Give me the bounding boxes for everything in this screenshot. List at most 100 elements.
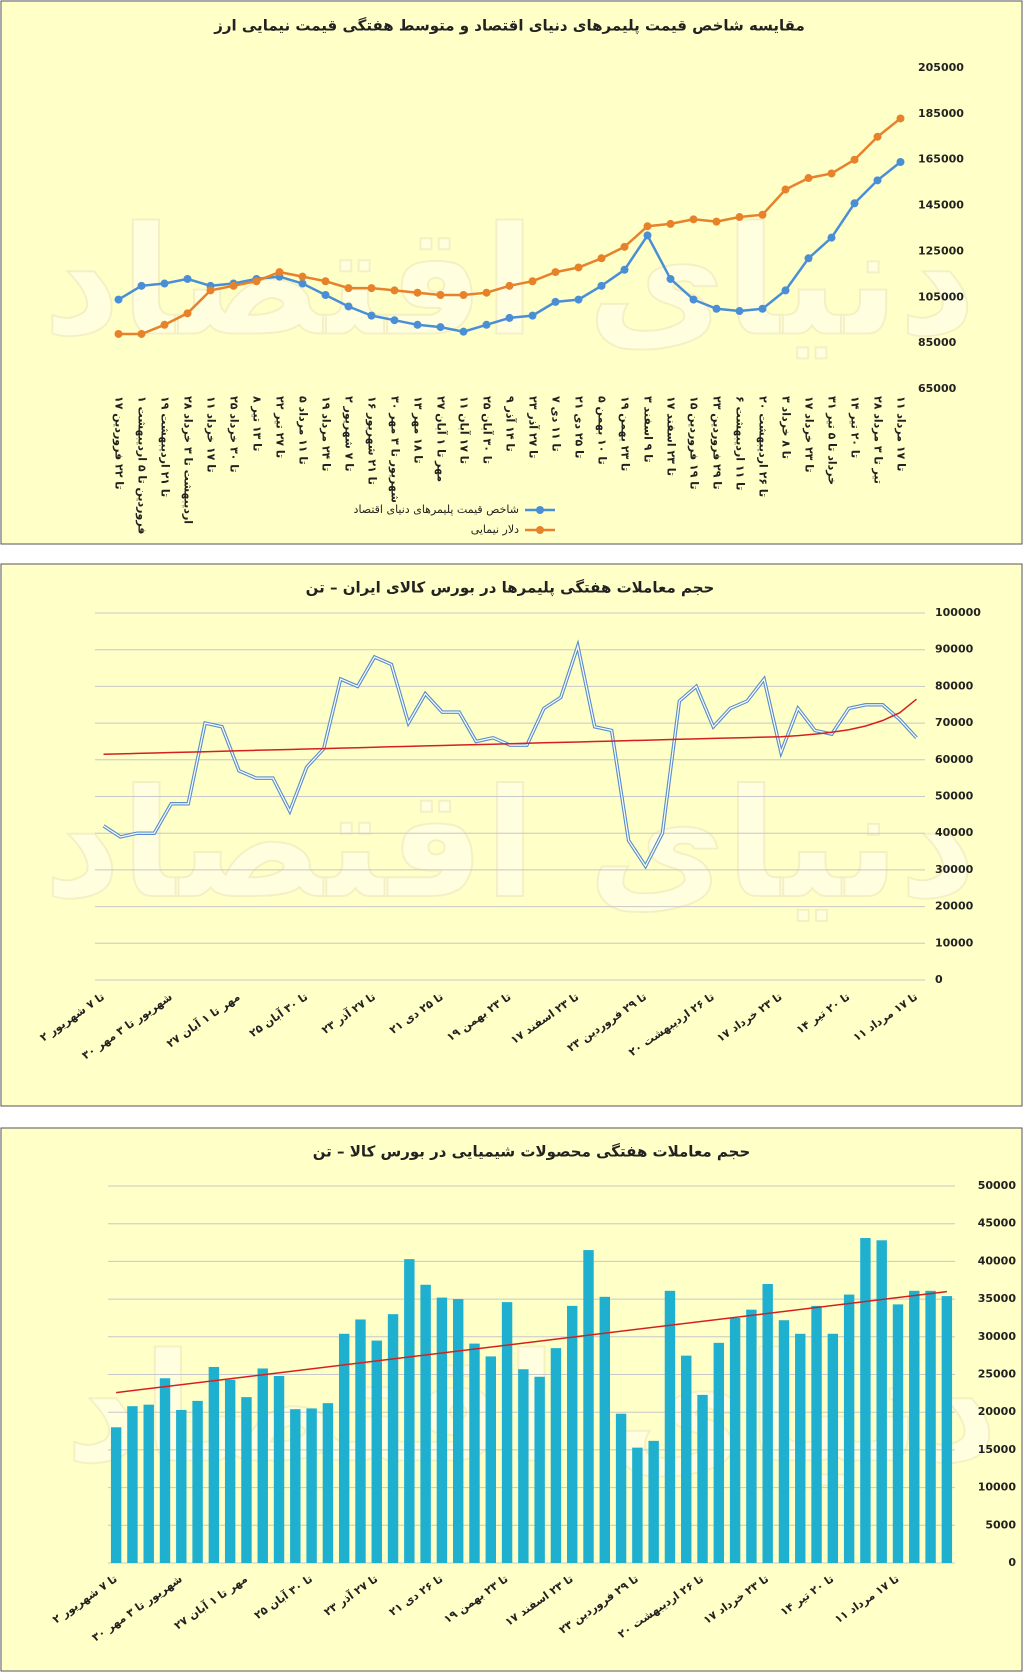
bar [518, 1369, 529, 1563]
y-tick-label: 5000 [985, 1518, 1016, 1531]
x-tick-label: ۱۳ تا ۱۸ مهر [412, 396, 425, 464]
x-tick-label: ۱۹ تا ۲۱ اردیبهشت [159, 396, 172, 497]
x-tick-label: ۳۰ شهریور تا ۳ مهر [389, 396, 402, 503]
x-tick-label: ۳ تا ۸ خرداد [780, 396, 793, 459]
series-line [103, 643, 917, 868]
point [528, 311, 537, 320]
point [597, 281, 606, 290]
point [344, 302, 353, 311]
bar [599, 1296, 611, 1563]
bar [876, 1240, 887, 1563]
point [666, 274, 675, 283]
bar [436, 1297, 448, 1563]
point [505, 313, 514, 322]
bar [501, 1302, 513, 1563]
y-tick-label: 30000 [978, 1330, 1017, 1343]
point [321, 277, 330, 286]
bar [925, 1290, 936, 1563]
point [459, 327, 468, 336]
x-tick-label: ۱۹ تا ۲۳ بهمن [619, 396, 632, 471]
bar [811, 1305, 822, 1563]
point [413, 320, 422, 329]
point [620, 265, 629, 274]
bar [371, 1340, 382, 1563]
point [666, 219, 675, 228]
bar [208, 1366, 220, 1563]
point [344, 284, 353, 293]
x-tick-label: ۲۰ تا ۲۶ اردیبهشت [757, 396, 770, 497]
y-tick-label: 15000 [978, 1443, 1017, 1456]
x-tick-label: ۸ تا ۱۳ تیر [251, 396, 264, 451]
bar [550, 1348, 562, 1563]
x-tick-label: ۲ تا ۷ شهریور [343, 396, 356, 471]
point [436, 290, 445, 299]
x-tick-label: ۲۷ مهر تا ۱ آبان [435, 396, 449, 482]
y-tick-label: 65000 [918, 382, 957, 395]
point [804, 254, 813, 263]
x-tick-label: ۱ فروردین تا ۵ اردیبهشت [136, 396, 149, 534]
x-tick-label: ۲۵ تا ۳۰ آبان [481, 396, 495, 464]
chart-title: حجم معاملات هفتگی پلیمرها در بورس کالای … [306, 579, 715, 598]
point [482, 288, 491, 297]
bar [713, 1342, 725, 1563]
bar [746, 1309, 757, 1563]
x-tick-label: ۹ تا ۱۴ آذر [504, 396, 518, 452]
point [367, 284, 376, 293]
y-tick-label: 50000 [935, 790, 974, 803]
point [275, 268, 284, 277]
point [367, 311, 376, 320]
point [620, 242, 629, 251]
point [827, 169, 836, 178]
point [643, 222, 652, 231]
bar [257, 1368, 268, 1563]
y-tick-label: 35000 [978, 1292, 1017, 1305]
x-tick-label: ۶ تا ۱۱ اردیبهشت [734, 396, 747, 490]
point [528, 277, 537, 286]
y-tick-label: 10000 [978, 1481, 1017, 1494]
bar [615, 1413, 627, 1563]
point [873, 176, 882, 185]
bar [729, 1317, 741, 1563]
y-tick-label: 40000 [978, 1254, 1017, 1267]
bar [795, 1333, 806, 1563]
x-tick-label: ۱۱ تا ۱۷ مرداد [895, 396, 908, 471]
x-tick-label: ۲۸ تیر تا ۳ مرداد [872, 396, 885, 484]
x-tick-label: ۱۵ تا ۱۹ فروردین [688, 396, 701, 490]
point [298, 279, 307, 288]
y-tick-label: 10000 [935, 936, 974, 949]
bar [404, 1259, 415, 1563]
point [896, 114, 905, 123]
bar [583, 1250, 594, 1563]
bar [338, 1333, 350, 1563]
y-tick-label: 0 [935, 973, 943, 986]
point [482, 320, 491, 329]
y-tick-label: 100000 [935, 606, 981, 619]
bar [632, 1447, 643, 1563]
bar [159, 1378, 171, 1563]
point [252, 277, 261, 286]
point [298, 272, 307, 281]
x-tick-label: ۲۸ اردیبهشت تا ۳ خرداد [182, 396, 195, 524]
bar [176, 1409, 187, 1563]
bar [827, 1333, 839, 1563]
point [160, 320, 169, 329]
x-tick-label: ۱۱ تا ۱۷ آبان [458, 396, 472, 464]
bar [762, 1284, 773, 1563]
bar [909, 1290, 920, 1563]
chart-title: حجم معاملات هفتگی محصولات شیمیایی در بور… [313, 1143, 751, 1161]
x-tick-label: ۲۱ تا ۲۵ دی [573, 396, 586, 458]
x-tick-label: ۲۳ تا ۲۹ فروردین [711, 396, 724, 490]
y-tick-label: 80000 [935, 679, 974, 692]
y-tick-label: 165000 [918, 153, 964, 166]
bar [681, 1355, 692, 1563]
point [114, 329, 123, 338]
bar [648, 1440, 659, 1563]
point [390, 316, 399, 325]
y-tick-label: 20000 [978, 1405, 1017, 1418]
point [850, 199, 859, 208]
panel [0, 0, 1023, 545]
y-tick-label: 105000 [918, 290, 964, 303]
x-tick-label: ۱۶ تا ۲۱ شهریور [366, 396, 379, 485]
y-tick-label: 50000 [978, 1179, 1017, 1192]
point [505, 281, 514, 290]
